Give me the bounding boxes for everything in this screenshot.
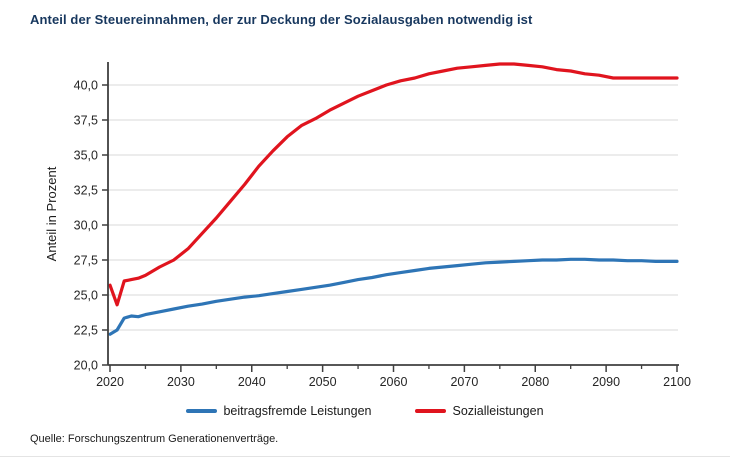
y-tick-label: 20,0 xyxy=(74,359,98,373)
legend-label: beitragsfremde Leistungen xyxy=(223,404,372,418)
y-tick-label: 30,0 xyxy=(74,219,98,233)
y-axis-title: Anteil in Prozent xyxy=(44,166,59,261)
x-tick-label: 2060 xyxy=(380,375,408,389)
series-line-beitragsfremde-leistungen xyxy=(108,257,679,336)
source-note: Quelle: Forschungszentrum Generationenve… xyxy=(30,433,279,445)
legend-item-beitragsfremde-leistungen: beitragsfremde Leistungen xyxy=(186,404,371,418)
legend-item-sozialleistungen: Sozialleistungen xyxy=(415,404,544,418)
legend-line-red-icon xyxy=(415,409,447,413)
y-tick-label: 32,5 xyxy=(74,184,98,198)
x-tick-label: 2030 xyxy=(167,375,195,389)
y-tick-label: 22,5 xyxy=(74,324,98,338)
y-tick-label: 27,5 xyxy=(74,254,98,268)
legend-line-blue-icon xyxy=(186,409,218,413)
series-line-sozialleistungen xyxy=(108,62,679,307)
y-tick-label: 40,0 xyxy=(74,79,98,93)
x-tick-label: 2050 xyxy=(309,375,337,389)
legend-label: Sozialleistungen xyxy=(452,404,544,418)
x-tick-label: 2070 xyxy=(450,375,478,389)
x-tick-label: 2090 xyxy=(592,375,620,389)
x-tick-label: 2020 xyxy=(96,375,124,389)
x-tick-label: 2040 xyxy=(238,375,266,389)
y-tick-label: 37,5 xyxy=(74,114,98,128)
y-tick-label: 35,0 xyxy=(74,149,98,163)
x-tick-label: 2100 xyxy=(663,375,691,389)
legend: beitragsfremde Leistungen Sozialleistung… xyxy=(0,401,730,421)
y-tick-label: 25,0 xyxy=(74,289,98,303)
x-tick-label: 2080 xyxy=(521,375,549,389)
chart-title: Anteil der Steuereinnahmen, der zur Deck… xyxy=(30,12,533,27)
